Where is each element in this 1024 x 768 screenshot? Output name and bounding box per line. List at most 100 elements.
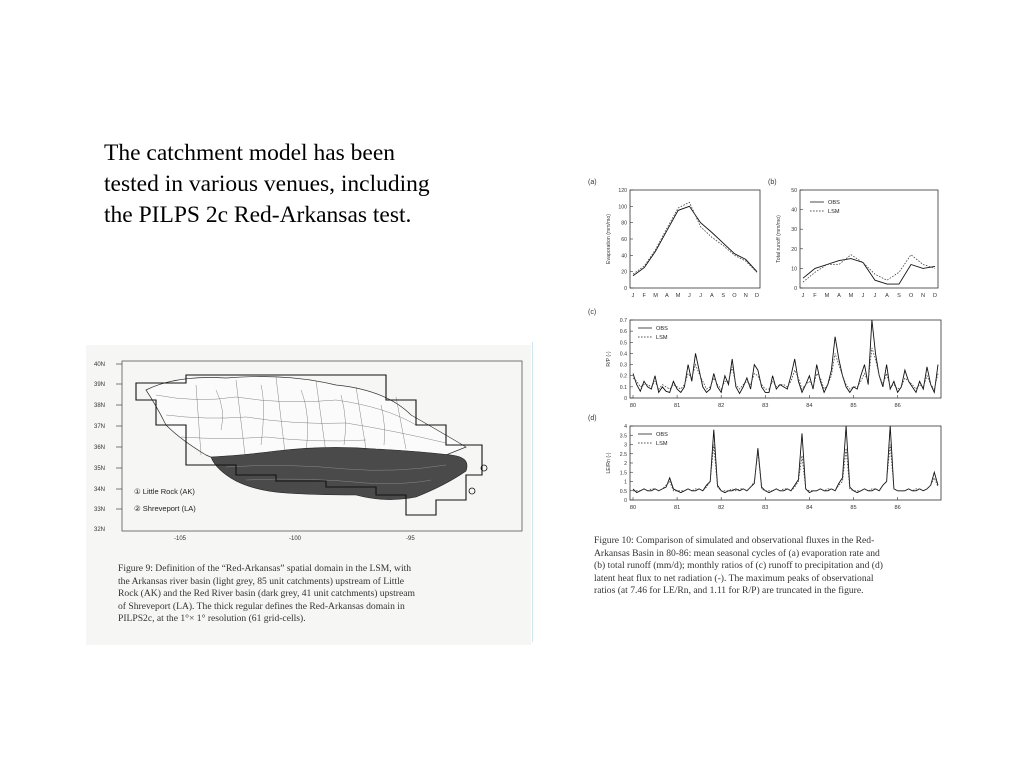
x-tick-label: 83 <box>762 505 768 511</box>
y-tick-label: 40 <box>621 253 627 259</box>
lat-label: 37N <box>94 424 105 430</box>
caption-line: Rock (AK) and the Red River basin (dark … <box>118 588 415 600</box>
x-tick-label: N <box>744 293 748 299</box>
lat-label: 36N <box>94 445 105 451</box>
x-tick-label: J <box>862 293 865 299</box>
plot-frame <box>799 189 939 289</box>
intro-line-1: The catchment model has been <box>104 140 396 166</box>
x-tick-label: D <box>933 293 937 299</box>
caption-line: PILPS2c, at the 1°× 1° resolution (61 gr… <box>118 613 306 625</box>
panel-c: (c) 0 0.1 0.2 0.3 0.4 0.5 0.6 0.7 R/P (-) 80 81 82 83… <box>588 309 942 409</box>
series-line-obs <box>632 425 939 494</box>
x-tick-label: 84 <box>806 505 812 511</box>
y-tick-label: 1.5 <box>620 470 627 476</box>
series-line-0 <box>632 205 758 277</box>
y-tick-label: 80 <box>621 221 627 227</box>
x-tick-label: O <box>732 293 737 299</box>
y-tick-label: 2 <box>624 461 627 467</box>
y-tick-label: 20 <box>791 247 797 253</box>
x-tick-label: 86 <box>894 505 900 511</box>
x-tick-label: M <box>849 293 854 299</box>
map-legend: ① Little Rock (AK) ② Shreveport (LA) <box>134 487 196 513</box>
y-tick-label: 50 <box>791 188 797 194</box>
series-line-obs <box>802 258 936 285</box>
x-tick-label: S <box>897 293 901 299</box>
y-axis-label: R/P (-) <box>606 351 612 366</box>
intro-line-2: tested in various venues, including <box>104 171 430 197</box>
x-tick-label: A <box>885 293 889 299</box>
x-tick-label: 83 <box>762 403 768 409</box>
y-tick-label: 60 <box>621 237 627 243</box>
y-tick-label: 0.5 <box>620 340 627 346</box>
figure-10-caption: Figure 10: Comparison of simulated and o… <box>594 535 950 598</box>
y-tick-label: 0.6 <box>620 329 627 335</box>
caption-line: ratios (at 7.46 for LE/Rn, and 1.11 for … <box>594 585 864 597</box>
lon-label: -100 <box>289 536 302 542</box>
y-tick-label: 0.1 <box>620 385 627 391</box>
x-tick-label: 85 <box>850 403 856 409</box>
y-tick-label: 20 <box>621 270 627 276</box>
x-tick-label: 81 <box>674 403 680 409</box>
y-tick-label: 120 <box>618 188 627 194</box>
y-tick-label: 2.5 <box>620 452 627 458</box>
x-tick-label: A <box>837 293 841 299</box>
caption-line: latent heat flux to net radiation (-). T… <box>594 572 874 584</box>
y-tick-label: 0 <box>624 498 627 504</box>
lat-label: 40N <box>94 362 105 368</box>
caption-line: Figure 10: Comparison of simulated and o… <box>594 535 875 546</box>
panel-label: (a) <box>588 179 597 186</box>
little-rock-marker <box>480 464 488 472</box>
caption-line: of Shreveport (LA). The thick regular de… <box>118 600 405 612</box>
plot-frame <box>629 189 761 289</box>
caption-line: Figure 9: Definition of the “Red-Arkansa… <box>118 563 412 574</box>
x-tick-label: M <box>676 293 681 299</box>
legend-little-rock: ① Little Rock (AK) <box>134 487 195 496</box>
lat-tick-labels: 40N 39N 38N 37N 36N 35N 34N 33N 32N <box>94 362 105 533</box>
caption-line: (b) total runoff (mm/d); monthly ratios … <box>594 560 883 572</box>
pilps-domain-outline <box>135 374 483 516</box>
y-tick-label: 1 <box>624 480 627 486</box>
series-line-lsm <box>802 254 936 283</box>
x-tick-label: 80 <box>630 505 636 511</box>
y-axis-label: Total runoff (mm/mo) <box>776 215 782 263</box>
x-tick-label: D <box>755 293 759 299</box>
y-tick-label: 0 <box>624 396 627 402</box>
figure-9-basin-map: 40N 39N 38N 37N 36N 35N 34N 33N 32N -105… <box>86 345 531 645</box>
legend-label: LSM <box>656 441 668 447</box>
figure-divider <box>532 342 533 642</box>
legend-shreveport: ② Shreveport (LA) <box>134 504 196 513</box>
y-tick-label: 3 <box>624 443 627 449</box>
x-tick-label: J <box>688 293 691 299</box>
caption-line: Arkansas Basin in 80-86: mean seasonal c… <box>594 547 880 559</box>
x-tick-label: O <box>909 293 914 299</box>
y-tick-label: 0.5 <box>620 489 627 495</box>
y-tick-label: 0.4 <box>620 351 627 357</box>
y-tick-label: 4 <box>624 424 627 430</box>
x-tick-label: 82 <box>718 403 724 409</box>
intro-line-3: the PILPS 2c Red-Arkansas test. <box>104 202 412 228</box>
shreveport-marker <box>468 487 476 495</box>
y-tick-label: 0.2 <box>620 374 627 380</box>
x-tick-label: J <box>699 293 702 299</box>
x-tick-label: 85 <box>850 505 856 511</box>
panel-label: (c) <box>588 309 596 316</box>
panel-label: (b) <box>768 179 777 186</box>
x-tick-label: F <box>813 293 817 299</box>
legend-label: LSM <box>828 209 840 215</box>
caption-line: the Arkansas river basin (light grey, 85… <box>118 575 405 587</box>
x-tick-label: J <box>874 293 877 299</box>
lon-tick-labels: -105 -100 -95 <box>174 536 415 542</box>
legend-label: OBS <box>656 326 668 332</box>
legend-label: OBS <box>828 200 840 206</box>
panel-d: (d) 0 0.5 1 1.5 2 2.5 3 3.5 4 LE/Rn (-) 80 81 82 83 84 8… <box>588 415 942 511</box>
y-tick-label: 0.3 <box>620 363 627 369</box>
lon-label: -95 <box>406 536 415 542</box>
y-tick-label: 0 <box>624 286 627 292</box>
x-tick-label: M <box>825 293 830 299</box>
series-line-lsm <box>632 347 939 390</box>
lat-label: 32N <box>94 527 105 533</box>
x-tick-label: 81 <box>674 505 680 511</box>
panel-label: (d) <box>588 415 597 422</box>
intro-text: The catchment model has been tested in v… <box>104 138 524 231</box>
